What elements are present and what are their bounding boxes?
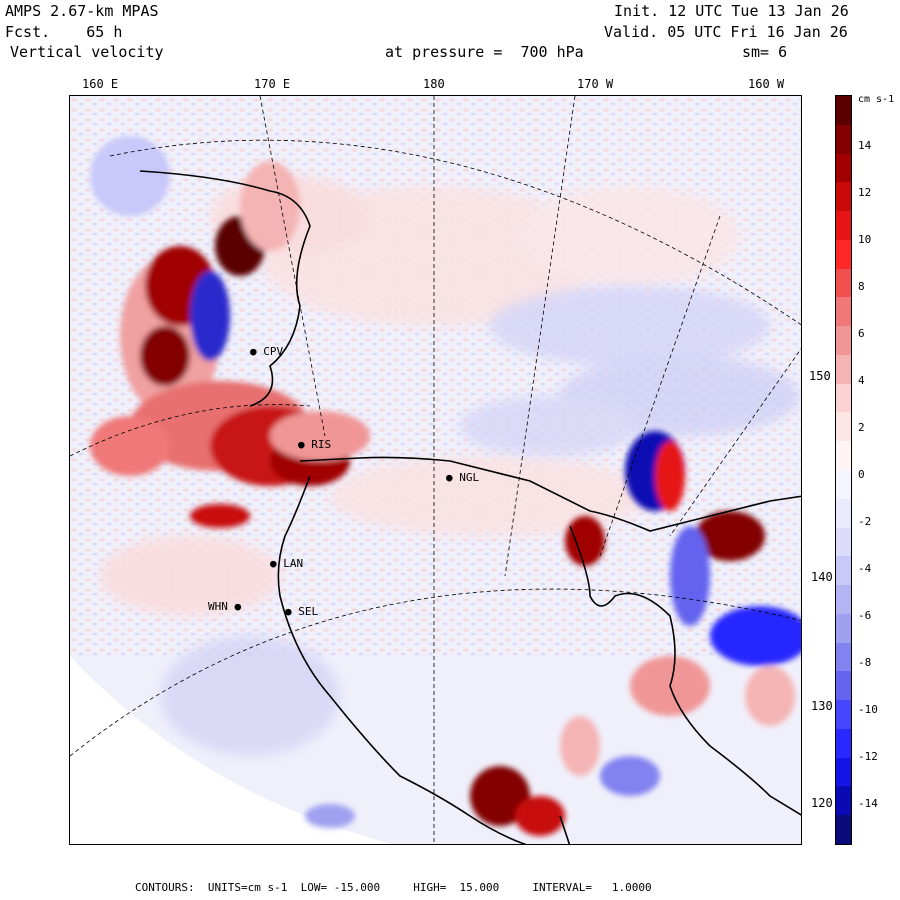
colorbar-units: cm s-1 [858, 94, 895, 105]
colorbar-segment [836, 786, 851, 816]
colorbar-segment [836, 671, 851, 701]
colorbar-tick-label: -10 [858, 703, 878, 716]
lon-label-170e: 170 E [254, 77, 291, 91]
station-lan: ● LAN [270, 557, 304, 570]
colorbar-segment [836, 412, 851, 442]
lon-label-170w: 170 W [577, 77, 614, 91]
forecast-hour: Fcst. 65 h [5, 23, 123, 41]
victoria-land-signal [90, 136, 370, 528]
colorbar-segment [836, 642, 851, 672]
station-ngl: ● NGL [446, 471, 480, 484]
contour-high: HIGH= 15.000 [413, 881, 500, 894]
field-name: Vertical velocity [10, 43, 164, 61]
colorbar-tick-label: 14 [858, 139, 872, 152]
colorbar-segment [836, 326, 851, 356]
colorbar-segment [836, 182, 851, 212]
colorbar-segment [836, 96, 851, 126]
colorbar-segment [836, 700, 851, 730]
station-ris: ● RIS [298, 438, 332, 451]
colorbar-segment [836, 585, 851, 615]
map-canvas [70, 96, 801, 844]
colorbar-segment [836, 383, 851, 413]
coastlines [139, 170, 801, 844]
lon-label-160e: 160 E [82, 77, 119, 91]
colorbar-tick-label: 6 [858, 327, 865, 340]
ocean-pink-zones [100, 176, 740, 616]
contour-interval: INTERVAL= 1.0000 [532, 881, 652, 894]
station-whn: WHN ● [208, 600, 242, 613]
colorbar-tick-label: 8 [858, 280, 865, 293]
colorbar-segment [836, 239, 851, 270]
colorbar-segment [836, 556, 851, 586]
colorbar-segment [836, 124, 851, 155]
contour-units: UNITS=cm s-1 [207, 881, 288, 894]
lon-label-160w: 160 W [748, 77, 785, 91]
colorbar-segment [836, 297, 851, 327]
pressure-level: at pressure = 700 hPa [385, 43, 584, 61]
colorbar [835, 95, 852, 845]
station-cpv: ● CPV [250, 345, 284, 358]
graticule [70, 96, 801, 844]
vertical-velocity-map: ● CPV ● RIS ● NGL ● LAN WHN ● ● SEL [69, 95, 802, 845]
colorbar-tick-label: 4 [858, 374, 865, 387]
colorbar-tick-label: -2 [858, 515, 872, 528]
colorbar-segment [836, 728, 851, 759]
contour-low: LOW= -15.000 [300, 881, 381, 894]
colorbar-segment [836, 211, 851, 241]
lon-label-180: 180 [423, 77, 445, 91]
station-sel: ● SEL [285, 605, 319, 618]
contour-info: CONTOURS: UNITS=cm s-1 LOW= -15.000 HIGH… [135, 881, 652, 894]
colorbar-segment [836, 613, 851, 644]
domain-edge [70, 656, 393, 844]
smoothing-level: sm= 6 [742, 43, 788, 61]
colorbar-segment [836, 441, 851, 471]
colorbar-tick-label: 2 [858, 421, 865, 434]
colorbar-tick-label: 12 [858, 186, 872, 199]
init-time: Init. 12 UTC Tue 13 Jan 26 [614, 2, 849, 20]
colorbar-tick-label: -8 [858, 656, 872, 669]
contours-label: CONTOURS: [135, 881, 195, 894]
colorbar-tick-label: -4 [858, 562, 872, 575]
colorbar-tick-label: 0 [858, 468, 865, 481]
colorbar-tick-label: 10 [858, 233, 872, 246]
colorbar-tick-label: -6 [858, 609, 872, 622]
valid-time: Valid. 05 UTC Fri 16 Jan 26 [604, 23, 848, 41]
colorbar-tick-label: -12 [858, 750, 878, 763]
colorbar-segment [836, 354, 851, 385]
ocean-blue-zones [160, 286, 800, 756]
model-title: AMPS 2.67-km MPAS [5, 2, 159, 20]
colorbar-tick-label: -14 [858, 797, 878, 810]
colorbar-segment [836, 268, 851, 298]
colorbar-segment [836, 470, 851, 500]
colorbar-segment [836, 498, 851, 529]
colorbar-segment [836, 757, 851, 787]
colorbar-segment [836, 153, 851, 183]
colorbar-segment [836, 527, 851, 557]
colorbar-segment [836, 815, 851, 845]
